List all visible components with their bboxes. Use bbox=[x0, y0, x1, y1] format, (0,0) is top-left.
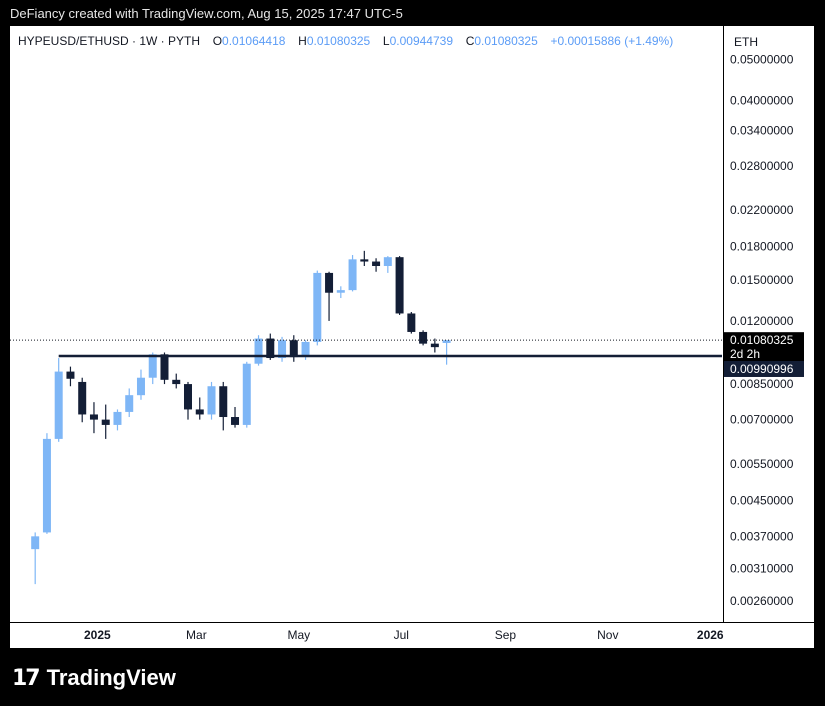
candle-body bbox=[42, 438, 51, 533]
candle-body bbox=[148, 354, 157, 378]
candle-body bbox=[360, 259, 369, 262]
y-tick-label: 0.00370000 bbox=[730, 529, 794, 543]
candles bbox=[31, 250, 451, 585]
level-price-tag-value: 0.00990996 bbox=[730, 362, 794, 376]
y-tick-label: 0.00700000 bbox=[730, 413, 794, 427]
candle-body bbox=[195, 409, 204, 415]
candle-body bbox=[419, 331, 428, 344]
candle-body bbox=[442, 340, 451, 343]
candle-body bbox=[313, 272, 322, 342]
time-axis[interactable] bbox=[10, 622, 814, 648]
candle-body bbox=[113, 411, 122, 425]
candle-body bbox=[395, 257, 404, 314]
candle-body bbox=[54, 371, 63, 439]
x-tick-label: May bbox=[287, 628, 310, 642]
axis-unit-label: ETH bbox=[734, 35, 758, 49]
candle-body bbox=[78, 381, 87, 415]
chart-pane[interactable] bbox=[10, 26, 723, 622]
y-tick-label: 0.04000000 bbox=[730, 94, 794, 108]
low-value: 0.00944739 bbox=[389, 34, 453, 48]
y-tick-label: 0.00310000 bbox=[730, 562, 794, 576]
y-tick-label: 0.01500000 bbox=[730, 273, 794, 287]
y-tick-label: 0.02200000 bbox=[730, 203, 794, 217]
x-tick-label: Jul bbox=[394, 628, 409, 642]
candle-body bbox=[407, 313, 416, 332]
candle-body bbox=[184, 384, 192, 410]
open-label: O bbox=[212, 34, 223, 48]
x-tick-label: Nov bbox=[597, 628, 618, 642]
x-tick-label: 2026 bbox=[697, 628, 724, 642]
high-value: 0.01080325 bbox=[306, 34, 371, 48]
x-tick-labels: 2025 Mar May Jul Sep Nov 2026 bbox=[84, 628, 724, 642]
chart-legend: HYPEUSD/ETHUSD · 1W · PYTH O0.01064418 H… bbox=[18, 34, 673, 48]
candle-body bbox=[31, 536, 40, 550]
candle-body bbox=[372, 261, 381, 267]
low-label: L bbox=[382, 34, 390, 48]
candle-body bbox=[219, 386, 228, 418]
candle-body bbox=[301, 341, 310, 358]
y-tick-label: 0.03400000 bbox=[730, 123, 794, 137]
y-tick-label: 0.00850000 bbox=[730, 377, 794, 391]
candle-body bbox=[383, 257, 392, 267]
candle-body bbox=[89, 414, 98, 420]
candle-body bbox=[125, 395, 134, 412]
x-tick-label: 2025 bbox=[84, 628, 111, 642]
overlays bbox=[10, 339, 722, 358]
high-label: H bbox=[298, 34, 307, 48]
candle-body bbox=[336, 290, 345, 293]
candle-body bbox=[231, 417, 240, 425]
tradingview-logo-icon: 17 bbox=[12, 665, 41, 691]
candle-body bbox=[348, 259, 357, 291]
level-price-tag bbox=[724, 360, 804, 377]
current-price-countdown: 2d 2h bbox=[730, 347, 760, 361]
candle-body bbox=[278, 340, 287, 359]
attribution-header: DeFiancy created with TradingView.com, A… bbox=[10, 6, 403, 21]
y-tick-label: 0.01200000 bbox=[730, 314, 794, 328]
brand-name: TradingView bbox=[46, 665, 176, 690]
y-tick-label: 0.02800000 bbox=[730, 159, 794, 173]
y-tick-label: 0.00260000 bbox=[730, 594, 794, 608]
y-tick-label: 0.00550000 bbox=[730, 457, 794, 471]
candle-body bbox=[101, 419, 110, 425]
candle-body bbox=[430, 343, 439, 348]
close-label: C bbox=[465, 34, 475, 48]
candle-body bbox=[160, 354, 169, 380]
candle-body bbox=[242, 363, 251, 425]
x-tick-label: Sep bbox=[495, 628, 517, 642]
candle-body bbox=[289, 340, 298, 358]
symbol-label[interactable]: HYPEUSD/ETHUSD · 1W · PYTH bbox=[18, 34, 201, 48]
candle-body bbox=[254, 338, 263, 364]
change-value: +0.00015886 (+1.49%) bbox=[550, 34, 674, 48]
y-tick-label: 0.01800000 bbox=[730, 240, 794, 254]
tradingview-brand[interactable]: 17 TradingView bbox=[12, 664, 176, 692]
y-tick-label: 0.00450000 bbox=[730, 494, 794, 508]
current-price-tag bbox=[724, 332, 804, 363]
x-tick-label: Mar bbox=[186, 628, 207, 642]
candle-body bbox=[266, 338, 275, 359]
y-tick-labels: 0.05000000 0.04000000 0.03400000 0.02800000… bbox=[730, 35, 794, 608]
candle-body bbox=[136, 377, 145, 396]
candle-body bbox=[325, 272, 334, 293]
candle-body bbox=[207, 386, 216, 415]
current-price-tag-value: 0.01080325 bbox=[730, 333, 794, 347]
y-tick-label: 0.05000000 bbox=[730, 53, 794, 67]
candle-body bbox=[172, 379, 181, 385]
close-value: 0.01080325 bbox=[474, 34, 538, 48]
open-value: 0.01064418 bbox=[222, 34, 286, 48]
price-axis[interactable] bbox=[723, 26, 814, 622]
candle-body bbox=[66, 371, 75, 379]
